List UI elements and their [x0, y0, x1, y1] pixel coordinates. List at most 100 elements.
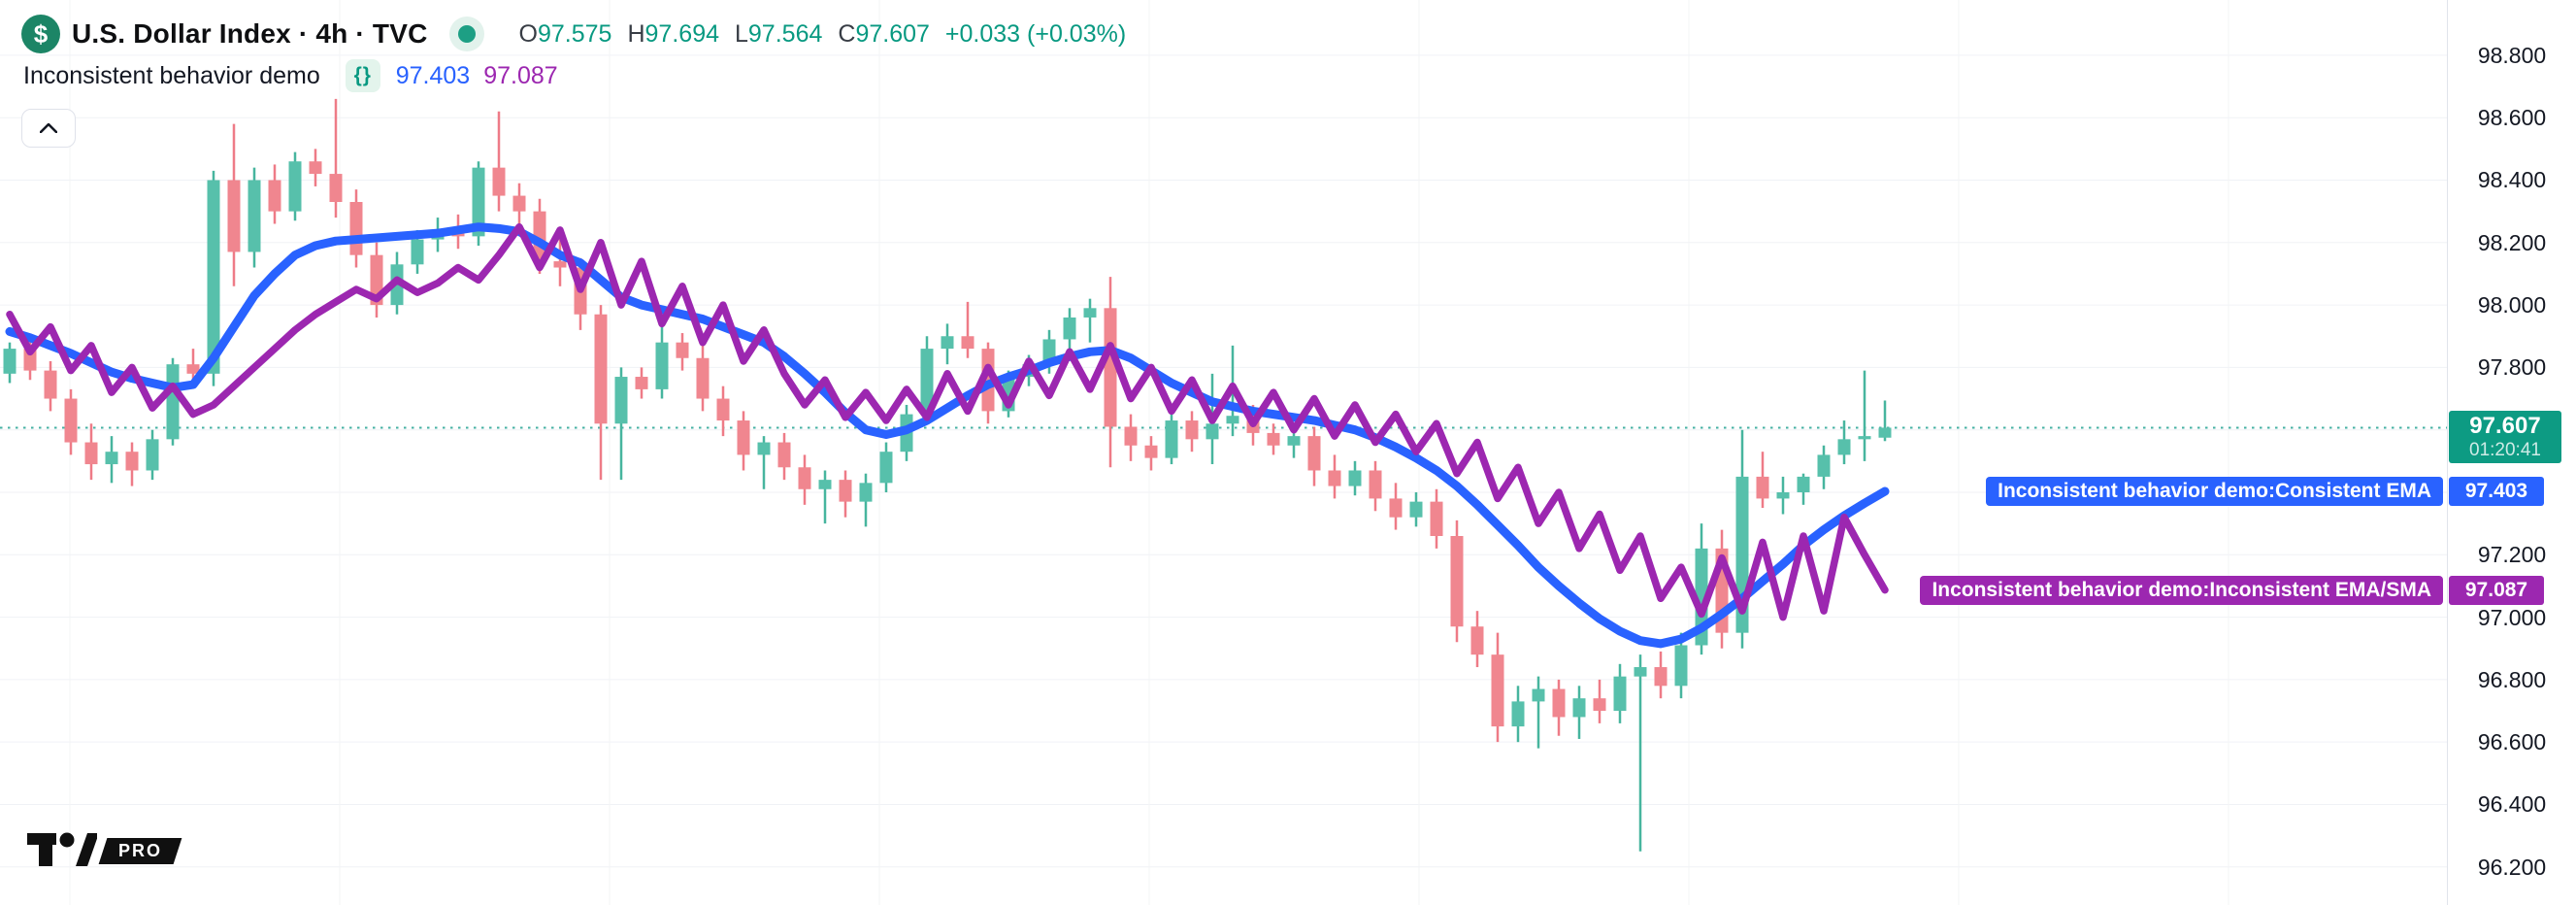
candle-up: [818, 480, 832, 489]
candle-up: [166, 364, 180, 440]
candle-down: [227, 180, 241, 252]
ohlc-o: O97.575: [518, 19, 612, 48]
candle-up: [1063, 317, 1076, 340]
candle-up: [411, 239, 424, 265]
candle-up: [757, 442, 771, 455]
candle-up: [146, 439, 159, 471]
price-axis-label: 98.000: [2477, 292, 2547, 318]
candle-down: [696, 357, 710, 399]
candle-up: [859, 483, 873, 502]
candle-up: [1287, 436, 1301, 446]
ohlc-c: C97.607: [838, 19, 930, 48]
last-price-tag: 97.607 01:20:41: [2449, 411, 2561, 464]
ohlc-readout: O97.575 H97.694 L97.564 C97.607 +0.033 (+0.0…: [519, 20, 1127, 49]
candle-up: [1613, 676, 1627, 712]
candle-up: [1674, 645, 1688, 687]
indicator-name[interactable]: Inconsistent behavior demo: [23, 61, 320, 89]
candle-up: [288, 161, 302, 212]
indicator-value-sma: 97.087: [483, 61, 558, 89]
candle-down: [1124, 426, 1138, 446]
candle-down: [1144, 445, 1158, 458]
candle-down: [737, 420, 750, 455]
candle-up: [1226, 416, 1239, 424]
price-axis-label: 96.200: [2477, 854, 2547, 880]
ema-indicator-label-pill[interactable]: Inconsistent behavior demo:Consistent EM…: [1986, 477, 2443, 507]
candle-down: [777, 442, 791, 468]
candle-down: [23, 349, 37, 371]
candle-down: [716, 398, 730, 421]
price-axis-label: 98.800: [2477, 42, 2547, 68]
candle-down: [981, 349, 995, 412]
price-axis-label: 96.600: [2477, 729, 2547, 755]
indicator-row[interactable]: Inconsistent behavior demo {} 97.403 97.…: [23, 58, 558, 93]
candle-down: [1552, 688, 1566, 718]
price-axis-label: 96.800: [2477, 666, 2547, 692]
candle-down: [594, 314, 608, 424]
price-axis-label: 97.000: [2477, 604, 2547, 630]
source-code-icon[interactable]: {}: [345, 59, 380, 92]
candle-down: [1389, 498, 1403, 518]
candle-up: [1083, 308, 1097, 318]
bar-countdown: 01:20:41: [2469, 440, 2541, 461]
candle-down: [961, 336, 974, 350]
candle-down: [492, 167, 506, 196]
candle-down: [1328, 470, 1341, 486]
indicator-value-ema: 97.403: [395, 61, 471, 89]
candle-down: [1450, 535, 1464, 627]
candle-down: [1307, 436, 1321, 471]
collapse-indicators-button[interactable]: [21, 109, 76, 148]
price-change: +0.033 (+0.03%): [944, 19, 1127, 48]
candle-up: [1817, 454, 1831, 477]
candle-down: [839, 480, 852, 502]
market-status-icon[interactable]: [448, 17, 484, 51]
price-axis-label: 97.200: [2477, 542, 2547, 568]
candle-up: [655, 342, 669, 389]
candle-up: [614, 377, 628, 424]
candle-down: [553, 261, 567, 268]
candle-down: [84, 442, 98, 465]
ohlc-l: L97.564: [735, 19, 823, 48]
sma-price-tag: 97.087: [2449, 575, 2544, 605]
candle-down: [1185, 420, 1199, 440]
candle-up: [105, 452, 118, 465]
candle-up: [1858, 436, 1871, 440]
candle-down: [64, 398, 78, 443]
symbol-title[interactable]: U.S. Dollar Index · 4h · TVC: [72, 18, 428, 49]
tradingview-logo-icon: [27, 832, 97, 866]
price-axis-separator: [2447, 0, 2448, 905]
candle-down: [268, 180, 281, 212]
candle-down: [1756, 476, 1769, 499]
candle-up: [1511, 701, 1525, 727]
candle-up: [1797, 476, 1810, 492]
candle-down: [676, 342, 689, 358]
candle-up: [920, 349, 934, 415]
candle-up: [1572, 698, 1586, 718]
chevron-up-icon: [40, 123, 57, 133]
candle-up: [1348, 470, 1362, 486]
candle-down: [1430, 501, 1443, 536]
indicator-line-inconsistent-ema-sma: [6, 222, 1889, 621]
candle-down: [1470, 626, 1484, 655]
symbol-logo-icon[interactable]: $: [21, 15, 60, 53]
candle-down: [1369, 470, 1382, 499]
price-axis-label: 97.800: [2477, 354, 2547, 381]
pro-label: PRO: [98, 837, 182, 864]
candle-up: [1837, 439, 1851, 455]
candle-down: [349, 202, 363, 255]
candle-down: [1654, 667, 1668, 687]
candle-down: [1267, 432, 1280, 446]
sma-indicator-label-pill[interactable]: Inconsistent behavior demo:Inconsistent …: [1920, 575, 2443, 605]
price-axis-label: 98.400: [2477, 167, 2547, 193]
candle-up: [1165, 420, 1178, 458]
candle-up: [207, 180, 220, 374]
price-axis-label: 96.400: [2477, 791, 2547, 818]
candle-down: [1491, 654, 1504, 727]
tradingview-pro-badge[interactable]: PRO: [27, 831, 182, 870]
candle-down: [1593, 698, 1606, 712]
candle-down: [798, 467, 811, 489]
candle-up: [1409, 501, 1423, 518]
candle-down: [1104, 308, 1117, 427]
candle-up: [1532, 688, 1545, 702]
price-axis-label: 98.200: [2477, 229, 2547, 255]
